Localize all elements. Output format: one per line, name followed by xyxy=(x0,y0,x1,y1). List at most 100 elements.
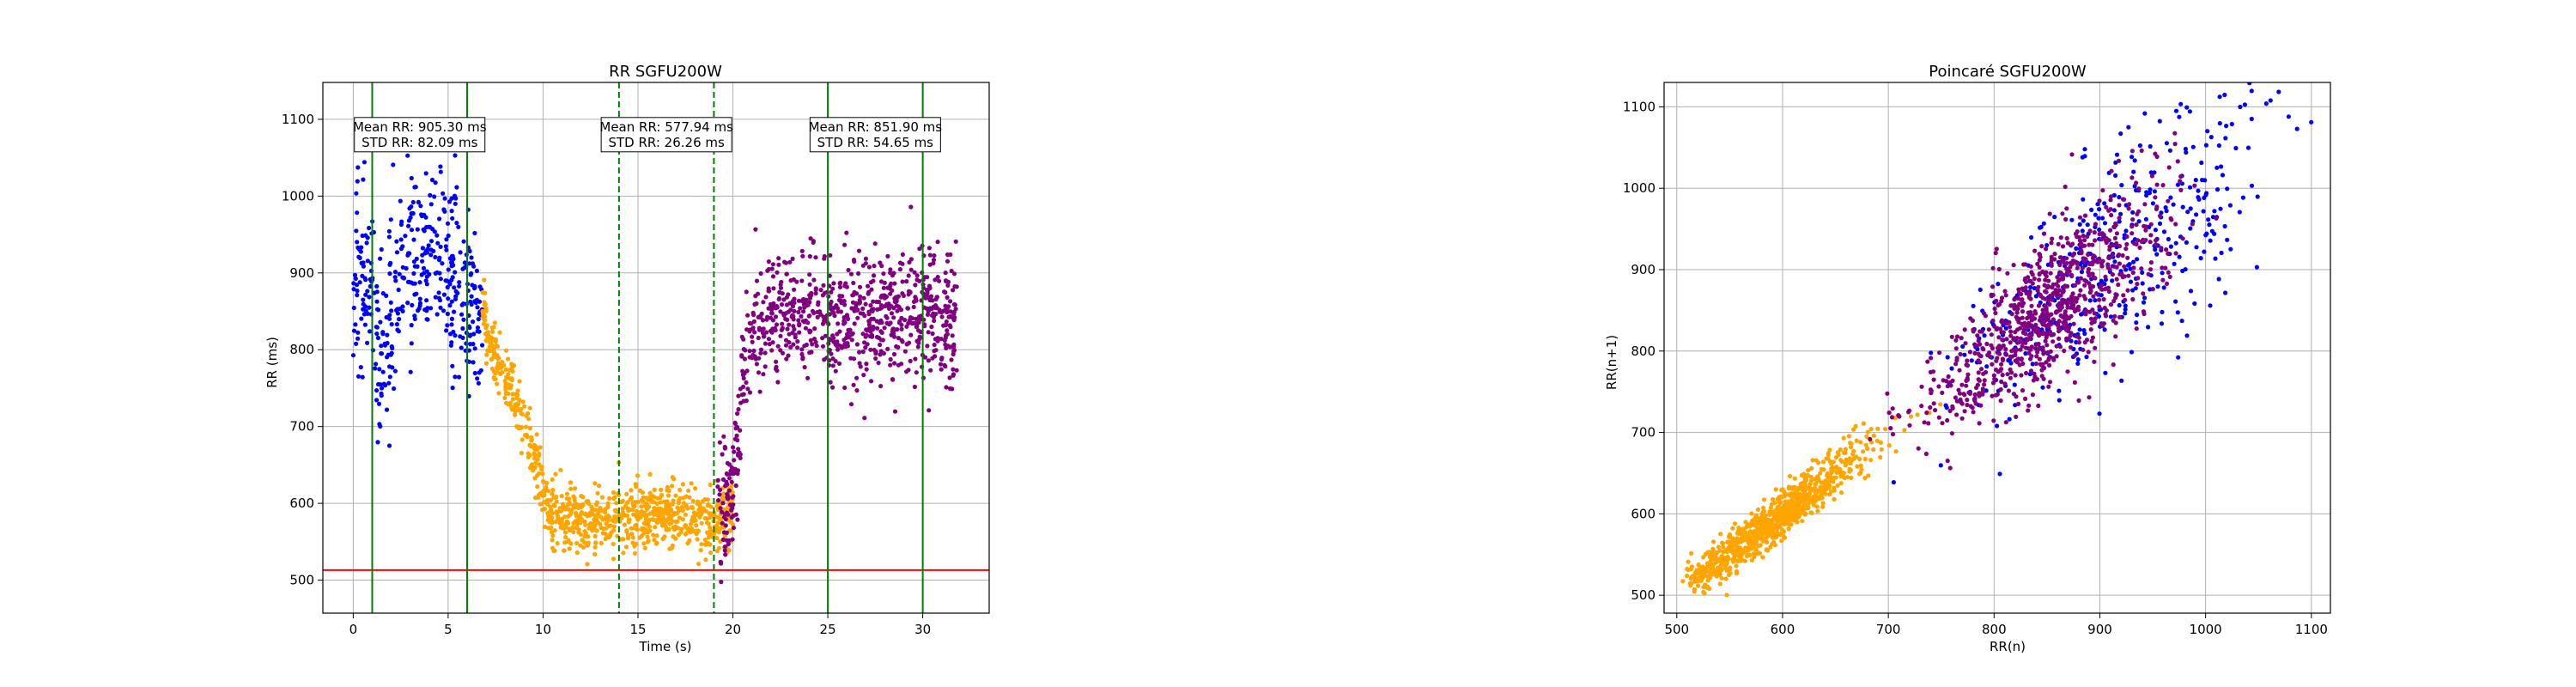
poincare-point xyxy=(2029,323,2034,328)
rr-point xyxy=(881,271,886,277)
rr-point xyxy=(488,341,493,346)
rr-point xyxy=(361,177,366,182)
poincare-point xyxy=(2082,331,2087,337)
rr-point xyxy=(582,512,587,517)
rr-point xyxy=(566,539,571,544)
poincare-point xyxy=(1788,499,1793,504)
rr-point xyxy=(918,315,923,321)
poincare-point xyxy=(2099,283,2105,288)
poincare-point xyxy=(2041,231,2047,236)
rr-point xyxy=(947,344,952,350)
rr-point xyxy=(428,306,434,311)
poincare-point xyxy=(1781,529,1786,534)
poincare-point xyxy=(2041,313,2046,318)
rr-point xyxy=(583,522,588,527)
rr-point xyxy=(947,386,953,392)
rr-point xyxy=(724,482,729,488)
rr-point xyxy=(436,290,441,295)
rr-point xyxy=(394,322,399,327)
rr-point xyxy=(864,327,869,332)
rr-point xyxy=(655,495,660,501)
rr-point xyxy=(927,252,933,258)
poincare-point xyxy=(1945,459,1950,464)
poincare-point xyxy=(1982,333,1987,338)
rr-point xyxy=(931,258,937,263)
rr-point xyxy=(361,312,367,317)
poincare-point xyxy=(2135,282,2140,287)
poincare-point xyxy=(1982,378,1987,383)
poincare-point xyxy=(2123,303,2128,308)
poincare-point xyxy=(2148,222,2154,227)
poincare-point xyxy=(1809,465,1814,471)
poincare-point xyxy=(2000,330,2005,335)
poincare-point xyxy=(2075,296,2080,301)
poincare-point xyxy=(1810,458,1815,463)
poincare-point xyxy=(1831,459,1836,465)
poincare-point xyxy=(2112,313,2117,319)
rr-point xyxy=(947,313,953,319)
rr-point xyxy=(683,512,689,517)
rr-point xyxy=(374,388,380,393)
rr-point xyxy=(862,416,867,421)
rr-point xyxy=(544,480,550,486)
rr-point xyxy=(754,362,760,367)
poincare-point xyxy=(2036,303,2041,308)
rr-point xyxy=(434,312,440,317)
rr-point xyxy=(860,263,866,268)
poincare-point xyxy=(2213,256,2218,261)
rr-point xyxy=(876,360,881,366)
rr-point xyxy=(590,524,595,530)
poincare-point xyxy=(1703,573,1708,578)
rr-point xyxy=(444,237,449,242)
rr-point xyxy=(715,514,721,520)
rr-point xyxy=(912,270,917,275)
rr-point xyxy=(353,322,358,327)
poincare-point xyxy=(2101,321,2106,326)
poincare-point xyxy=(1789,517,1795,522)
poincare-point xyxy=(1780,487,1785,492)
rr-point xyxy=(758,271,763,277)
poincare-point xyxy=(1735,544,1740,550)
rr-point xyxy=(388,352,393,357)
poincare-point xyxy=(2014,414,2019,419)
poincare-point xyxy=(2052,215,2057,220)
poincare-point xyxy=(2164,281,2170,286)
rr-point xyxy=(509,378,514,383)
poincare-point xyxy=(1706,550,1712,555)
poincare-point xyxy=(1929,388,1934,393)
poincare-chart-title: Poincaré SGFU200W xyxy=(1929,63,2087,81)
poincare-point xyxy=(1715,569,1721,575)
rr-point xyxy=(665,493,671,498)
rr-point xyxy=(644,501,649,507)
poincare-point xyxy=(2117,271,2123,277)
rr-point xyxy=(374,398,380,403)
rr-point xyxy=(447,303,453,308)
rr-point xyxy=(458,250,463,255)
rr-point xyxy=(944,345,949,350)
poincare-point xyxy=(2043,289,2048,294)
rr-point xyxy=(365,235,370,240)
poincare-point xyxy=(2077,222,2082,227)
rr-point xyxy=(745,386,750,392)
rr-point xyxy=(842,302,848,307)
poincare-point xyxy=(2007,416,2012,422)
rr-point xyxy=(706,502,711,508)
poincare-point xyxy=(2051,357,2057,362)
rr-point xyxy=(531,468,536,473)
rr-point xyxy=(742,356,748,362)
rr-point xyxy=(766,259,772,264)
rr-point xyxy=(797,323,802,328)
rr-point xyxy=(726,538,732,543)
rr-point xyxy=(600,516,605,521)
poincare-point xyxy=(1886,410,1892,416)
poincare-point xyxy=(2069,272,2075,277)
poincare-point xyxy=(2030,272,2035,277)
rr-point xyxy=(447,199,453,204)
poincare-point xyxy=(1719,575,1724,581)
poincare-point xyxy=(2223,290,2228,295)
rr-point xyxy=(625,500,630,505)
poincare-point xyxy=(2134,180,2139,185)
rr-point xyxy=(367,225,372,231)
poincare-point xyxy=(2139,148,2144,153)
rr-point xyxy=(846,327,851,332)
